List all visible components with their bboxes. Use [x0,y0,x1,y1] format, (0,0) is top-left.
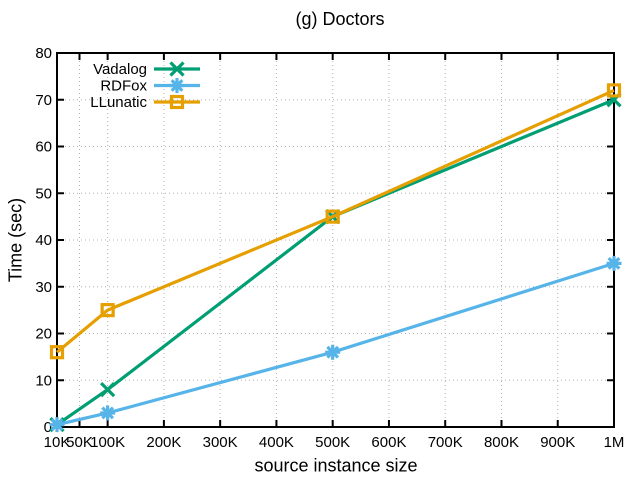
series-llunatic-marker [606,83,622,98]
y-tick-label-40: 40 [35,232,52,249]
y-tick-label-60: 60 [35,139,52,156]
legend-marker-rdfox [169,78,185,93]
y-tick-label-20: 20 [35,326,52,343]
y-tick-label-10: 10 [35,372,52,389]
x-tick-label-300K: 300K [203,434,238,451]
tick-marks [56,52,615,428]
series-vadalog [49,92,622,433]
chart-title: (g) Doctors [295,9,385,29]
grid-lines [57,53,614,427]
x-tick-label-700K: 700K [428,434,463,451]
series-llunatic-marker [100,303,115,318]
legend-marker-llunatic [169,94,185,110]
series-rdfox-line [56,261,615,427]
series-rdfox-marker [325,344,341,360]
x-tick-label-1M: 1M [604,434,625,451]
y-tick-label-80: 80 [35,45,52,62]
y-axis-label: Time (sec) [5,197,26,283]
series-llunatic [49,83,622,360]
x-tick-label-500K: 500K [315,434,350,451]
series-llunatic-marker [325,209,340,224]
legend-label-llunatic: LLunatic [90,94,147,111]
y-tick-labels: 0 10 20 30 40 50 60 70 80 [35,45,52,436]
legend-label-rdfox: RDFox [100,78,147,95]
x-tick-label-900K: 900K [540,434,575,451]
x-tick-label-400K: 400K [259,434,294,451]
y-tick-label-30: 30 [35,279,52,296]
series-rdfox-marker [606,255,622,271]
x-tick-label-50K: 50K [66,434,93,451]
series-rdfox-marker [100,405,116,421]
x-tick-label-100K: 100K [90,434,125,451]
legend-label-vadalog: Vadalog [93,61,147,78]
y-tick-label-0: 0 [44,419,52,436]
x-tick-label-600K: 600K [371,434,406,451]
y-tick-label-50: 50 [35,185,52,202]
x-tick-label-800K: 800K [484,434,519,451]
series-llunatic-line [55,88,615,354]
series-vadalog-line [56,98,615,426]
legend-item-llunatic: LLunatic [90,94,200,111]
series-rdfox [49,255,622,433]
x-tick-label-200K: 200K [146,434,181,451]
y-tick-label-70: 70 [35,92,52,109]
series-rdfox-marker [49,417,65,433]
x-tick-label-10K: 10K [44,434,71,451]
legend-item-vadalog: Vadalog [93,61,200,78]
legend-marker-vadalog [169,61,185,77]
x-axis-label: source instance size [254,455,418,476]
series-llunatic-marker [49,345,65,360]
series-vadalog-marker [100,381,116,398]
legend-item-rdfox: RDFox [100,78,200,95]
